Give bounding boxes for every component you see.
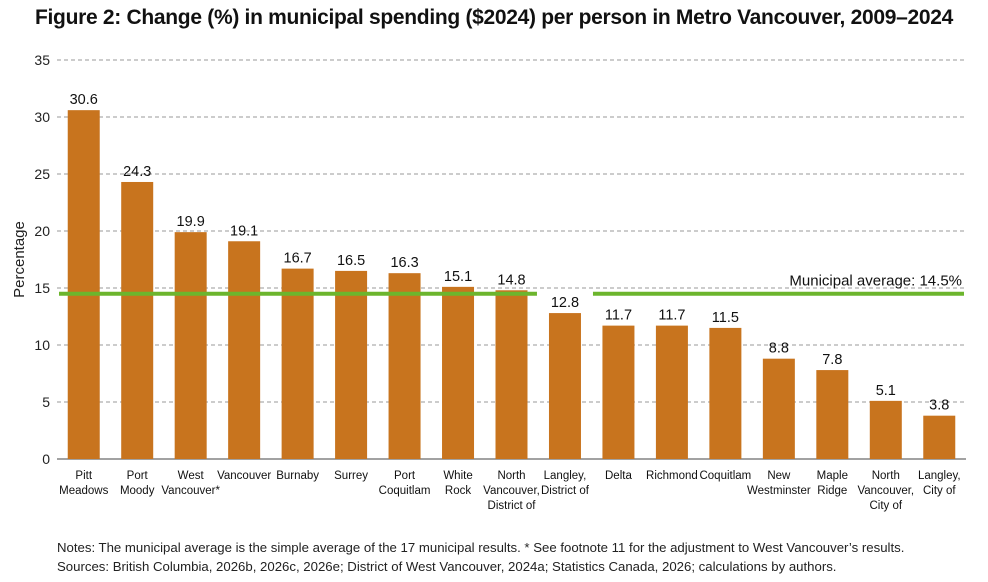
x-tick-label: Richmond [646,470,698,482]
data-label: 3.8 [929,398,949,414]
data-label: 19.1 [230,223,258,239]
x-tick-label: Maple Ridge [817,470,848,497]
data-label: 7.8 [822,352,842,368]
x-tick-label: New Westminster [747,470,811,497]
bar [869,400,902,459]
y-tick-label: 20 [34,223,50,239]
x-tick-label: Vancouver [217,470,271,482]
data-label: 15.1 [444,269,472,285]
bar [67,110,100,459]
bar [228,241,261,459]
x-tick-label: North Vancouver, District of [483,470,540,512]
bar [923,415,956,459]
y-tick-label: 30 [34,109,50,125]
x-tick-label: West Vancouver* [161,470,220,497]
data-label: 11.5 [712,310,739,326]
bar [655,325,688,459]
data-label: 12.8 [551,295,579,311]
data-label: 16.3 [390,255,418,271]
data-label: 30.6 [70,92,98,108]
average-line-label: Municipal average: 14.5% [789,273,962,290]
data-label: 5.1 [876,383,896,399]
bar [762,358,795,459]
bar [709,327,742,459]
x-tick-label: Surrey [334,470,368,482]
bar [442,286,475,459]
x-tick-label: White Rock [443,470,472,497]
y-tick-label: 5 [42,394,50,410]
x-tick-label: Pitt Meadows [59,470,108,497]
bar [174,232,207,459]
x-tick-label: Langley, District of [541,470,590,497]
bar [388,273,421,459]
bar [335,270,368,459]
data-label: 16.5 [337,253,365,269]
x-tick-label: Burnaby [276,470,319,482]
data-label: 11.7 [658,308,685,324]
y-tick-label: 0 [42,451,50,467]
y-tick-label: 10 [34,337,50,353]
sources-line: Sources: British Columbia, 2026b, 2026c,… [57,559,837,574]
bar [121,181,154,460]
y-axis-label: Percentage [11,221,28,298]
notes-line: Notes: The municipal average is the simp… [57,540,905,555]
data-label: 24.3 [123,164,151,180]
bar [281,268,314,459]
x-tick-label: Port Moody [120,470,155,497]
data-label: 19.9 [177,214,205,230]
data-label: 8.8 [769,341,789,357]
y-tick-label: 25 [34,166,50,182]
data-label: 16.7 [284,251,312,267]
bar [548,313,581,459]
x-tick-label: Langley, City of [918,470,961,497]
chart-title: Figure 2: Change (%) in municipal spendi… [35,6,953,29]
data-label: 14.8 [497,272,525,288]
data-label: 11.7 [605,308,632,324]
y-tick-label: 35 [34,52,50,68]
bar [816,370,849,459]
chart-notes: Notes: The municipal average is the simp… [57,538,904,576]
bar [495,290,528,459]
bar [602,325,635,459]
bar-chart: 0 5 10 15 20 25 30 35 Percentage 30.6 Pitt Meadows 2… [11,52,966,512]
x-tick-label: Coquitlam [699,470,751,482]
y-tick-label: 15 [34,280,50,296]
x-tick-label: North Vancouver, City of [857,470,914,512]
x-tick-label: Port Coquitlam [379,470,431,497]
x-tick-label: Delta [605,470,632,482]
